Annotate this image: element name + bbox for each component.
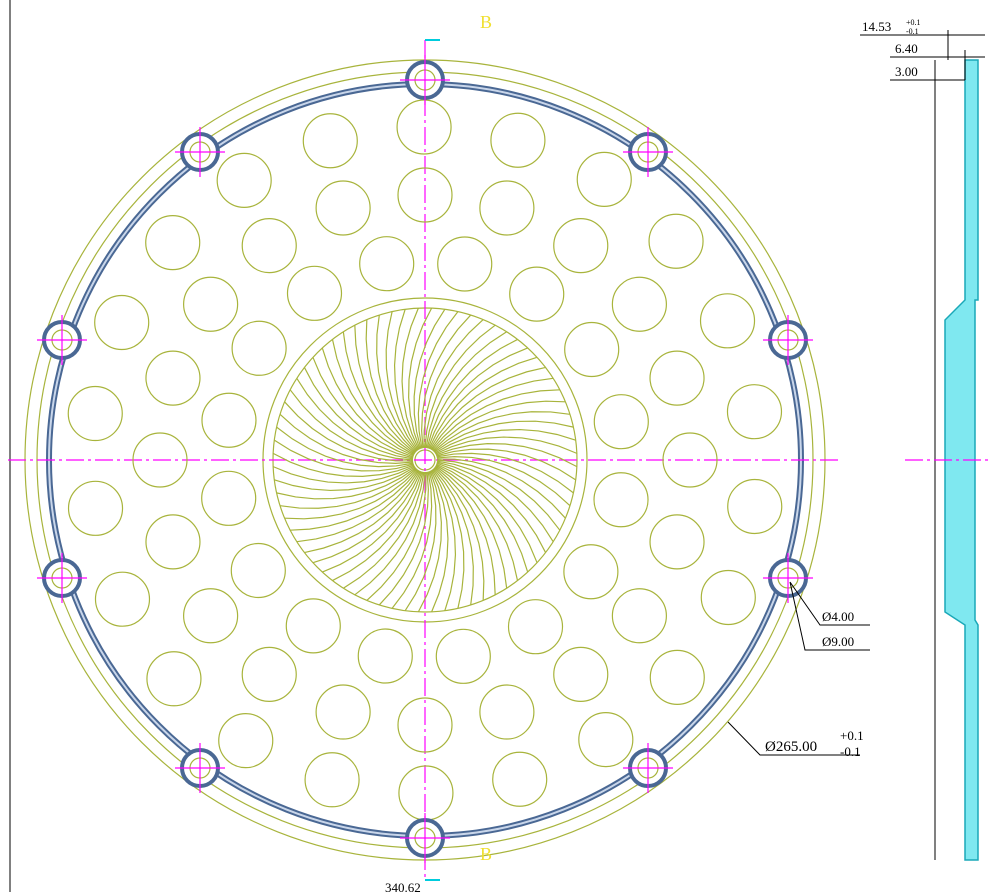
dim-text: Ø265.00: [765, 739, 817, 755]
through-hole: [397, 697, 453, 753]
through-hole: [146, 651, 202, 707]
through-hole: [435, 628, 491, 684]
vanes: [272, 307, 578, 613]
through-hole: [315, 684, 371, 740]
dim-text: Ø9.00: [822, 634, 854, 649]
through-hole: [398, 765, 454, 821]
section-label: B: [480, 844, 492, 864]
bolt-center: [400, 813, 450, 863]
through-hole: [183, 588, 239, 644]
through-hole: [492, 751, 548, 807]
bolt-center: [175, 127, 225, 177]
through-hole: [662, 432, 718, 488]
dim-text: 14.53: [862, 19, 891, 34]
through-hole: [357, 628, 413, 684]
through-hole: [479, 684, 535, 740]
through-hole: [490, 112, 546, 168]
through-hole: [578, 712, 634, 768]
through-hole: [67, 385, 123, 442]
through-hole: [726, 384, 783, 440]
dim-text: 3.00: [895, 64, 918, 79]
through-hole: [553, 218, 609, 274]
through-hole: [230, 542, 286, 599]
through-hole: [145, 514, 201, 570]
side-view: [860, 30, 988, 861]
through-hole: [648, 213, 704, 269]
bolt-center: [175, 743, 225, 793]
dim-tol: -0.1: [840, 744, 861, 759]
dim-text: 6.40: [895, 41, 918, 56]
through-hole: [201, 392, 257, 448]
through-hole: [593, 394, 649, 450]
leader-lines: [727, 581, 870, 756]
through-hole: [67, 480, 124, 536]
through-hole: [145, 350, 201, 406]
through-hole: [479, 180, 535, 236]
through-hole: [564, 321, 620, 378]
through-hole: [727, 478, 783, 535]
dim-text: 340.62: [385, 880, 421, 892]
through-hole: [576, 151, 632, 207]
through-hole: [132, 432, 188, 488]
dim-tol: -0.1: [906, 27, 919, 36]
through-hole: [94, 571, 151, 627]
bolt-center: [37, 553, 87, 603]
dim-tol: +0.1: [906, 18, 921, 27]
through-hole: [649, 649, 705, 705]
through-hole: [649, 350, 705, 406]
bolt-center: [763, 553, 813, 603]
through-hole: [649, 514, 705, 570]
through-hole: [611, 588, 667, 644]
through-hole: [553, 646, 609, 702]
through-hole: [218, 713, 274, 769]
section-arrow: [425, 39, 440, 881]
front-view: [8, 39, 840, 881]
through-hole: [304, 752, 360, 808]
through-hole: [593, 472, 649, 528]
through-hole: [231, 320, 287, 376]
through-hole: [396, 99, 452, 155]
through-hole: [563, 544, 619, 600]
through-hole: [437, 236, 493, 292]
through-hole: [359, 236, 415, 292]
through-hole: [507, 599, 564, 655]
dim-text: Ø4.00: [822, 609, 854, 624]
through-hole: [286, 265, 343, 321]
through-hole: [611, 276, 667, 332]
section-label: B: [480, 12, 492, 32]
bolt-center: [623, 127, 673, 177]
through-hole: [241, 646, 297, 702]
bolt-center: [763, 315, 813, 365]
through-hole: [302, 113, 358, 169]
dim-lines: [860, 30, 985, 81]
through-hole: [699, 293, 756, 349]
bolt-center: [400, 55, 450, 105]
through-hole: [315, 180, 371, 236]
through-hole: [397, 167, 453, 223]
through-hole: [201, 470, 257, 526]
through-hole: [241, 218, 297, 274]
bolt-center: [37, 315, 87, 365]
through-hole: [700, 569, 756, 626]
section-profile: [944, 59, 979, 861]
through-hole: [183, 276, 239, 332]
through-hole: [216, 152, 272, 208]
through-hole: [509, 266, 565, 322]
through-hole: [145, 215, 201, 271]
through-hole: [94, 294, 150, 351]
bolt-center: [623, 743, 673, 793]
dim-tol: +0.1: [840, 728, 864, 743]
through-hole: [285, 598, 341, 654]
